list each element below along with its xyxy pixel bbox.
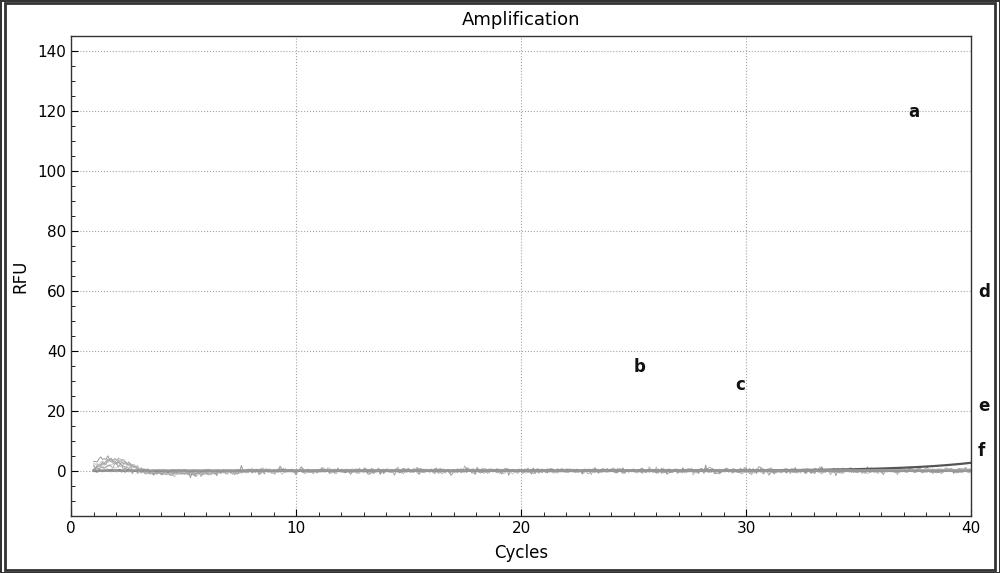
Text: f: f: [978, 442, 985, 460]
Title: Amplification: Amplification: [462, 11, 580, 29]
Text: c: c: [735, 376, 745, 394]
X-axis label: Cycles: Cycles: [494, 544, 548, 562]
Text: e: e: [978, 397, 989, 415]
Text: a: a: [908, 103, 919, 121]
Text: b: b: [634, 358, 646, 376]
Text: d: d: [978, 283, 990, 301]
Y-axis label: RFU: RFU: [11, 259, 29, 293]
